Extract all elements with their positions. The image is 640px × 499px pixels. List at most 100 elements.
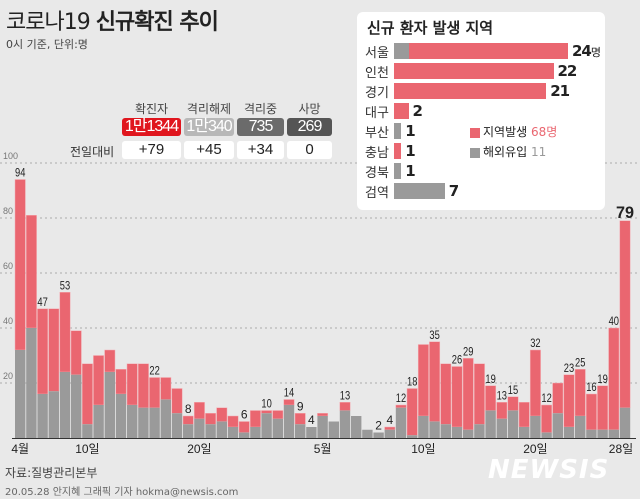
data-label: 29: [463, 344, 474, 358]
x-tick-label: 4월: [11, 442, 29, 456]
title-light: 코로나19: [6, 10, 91, 35]
data-label: 47: [37, 295, 48, 309]
region-bar-imported: [394, 123, 402, 139]
bar-imported: [608, 429, 619, 438]
bar-local: [429, 341, 441, 422]
bar-imported: [216, 421, 227, 438]
bar-local: [440, 363, 452, 425]
region-panel: 신규 환자 발생 지역 서울 24명 인천 22 경기 21 대구 2 부산 1 충남 1…: [357, 12, 605, 210]
data-label: 22: [149, 364, 160, 378]
bar-imported: [59, 372, 71, 438]
region-value: 1: [405, 142, 415, 160]
bar-local: [395, 404, 407, 408]
legend-imported: 해외유입 11: [470, 143, 546, 160]
credit-line: 20.05.28 안지혜 그래픽 기자 hokma@newsis.com: [5, 487, 239, 498]
bar-local: [216, 407, 228, 422]
bar-local: [272, 410, 284, 419]
region-name: 경북: [365, 166, 389, 181]
data-label: 6: [241, 408, 248, 422]
stat-diff: +45: [184, 141, 234, 159]
bar-local: [283, 399, 295, 406]
bar-imported: [474, 424, 485, 438]
x-tick-label: 10일: [411, 442, 435, 456]
legend-label: 해외유입: [483, 145, 528, 159]
data-label: 16: [586, 380, 597, 394]
bar-imported: [485, 410, 496, 438]
data-label: 14: [284, 386, 295, 400]
bar-imported: [15, 350, 26, 438]
bar-local: [238, 421, 250, 433]
data-label: 32: [530, 336, 541, 350]
page-title: 코로나19 신규확진 추이: [6, 4, 219, 36]
bar-imported: [26, 328, 37, 438]
x-tick-label: 20일: [523, 442, 547, 456]
bar-local: [339, 402, 351, 411]
stat-header: 격리해제: [186, 102, 232, 116]
legend-local: 지역발생 68명: [470, 123, 557, 140]
region-value: 21: [550, 82, 570, 100]
bar-imported: [194, 418, 205, 438]
region-bar-imported: [394, 43, 409, 59]
stat-diff: +79: [122, 141, 181, 159]
bar-local: [93, 355, 105, 406]
bar-imported: [519, 427, 530, 438]
bar-local: [485, 385, 497, 411]
region-name: 경기: [365, 86, 389, 101]
data-label: 94: [15, 166, 26, 180]
bar-imported: [384, 429, 395, 438]
data-label: 12: [396, 391, 407, 405]
region-total: 7: [448, 182, 459, 200]
bar-local: [59, 292, 71, 373]
bar-local: [160, 377, 172, 400]
newsis-watermark-logo: NEWSIS: [488, 455, 610, 485]
region-bar-local: [394, 103, 409, 119]
data-label: 19: [485, 372, 496, 386]
legend-value: 68명: [531, 125, 558, 139]
bar-imported: [451, 427, 463, 438]
source-note: 자료:질병관리본부: [5, 466, 98, 480]
bar-imported: [82, 424, 93, 438]
bar-imported: [272, 418, 283, 438]
data-label: 79: [616, 203, 634, 222]
bar-local: [182, 415, 194, 425]
region-total: 22: [557, 62, 578, 80]
data-label: 13: [497, 388, 508, 402]
x-tick-label: 20일: [187, 442, 211, 456]
region-value: 1: [405, 122, 415, 140]
data-label: 4: [386, 413, 393, 427]
bar-imported: [71, 374, 82, 438]
bar-imported: [283, 405, 295, 438]
bar-local: [171, 388, 183, 414]
bar-local: [608, 327, 620, 430]
bar-local: [205, 413, 217, 425]
bar-local: [126, 363, 138, 406]
bar-imported: [250, 427, 261, 438]
bar-imported: [463, 429, 474, 438]
x-tick-label: 5월: [314, 442, 332, 456]
data-label: 23: [564, 361, 575, 375]
bar-local: [473, 363, 485, 425]
region-name: 검역: [365, 186, 389, 201]
bar-imported: [418, 416, 429, 438]
bar-local: [541, 404, 553, 433]
region-total: 24: [572, 42, 592, 60]
legend-swatch-local: [470, 127, 480, 138]
region-total: 1: [405, 142, 415, 160]
bar-local: [249, 410, 261, 428]
region-bar-imported: [394, 163, 402, 179]
stat-header: 격리중: [243, 102, 278, 116]
region-value: 22: [557, 62, 578, 80]
bar-imported: [171, 413, 183, 438]
bar-local: [585, 393, 597, 430]
bar-imported: [160, 399, 171, 438]
bar-imported: [328, 421, 339, 438]
data-label: 26: [452, 353, 463, 367]
bar-imported: [373, 432, 384, 438]
bar-imported: [239, 432, 250, 438]
stat-value: 735: [237, 118, 284, 136]
bar-local: [529, 349, 541, 417]
stat-diff: +34: [237, 141, 284, 159]
region-bar-local: [394, 143, 402, 159]
